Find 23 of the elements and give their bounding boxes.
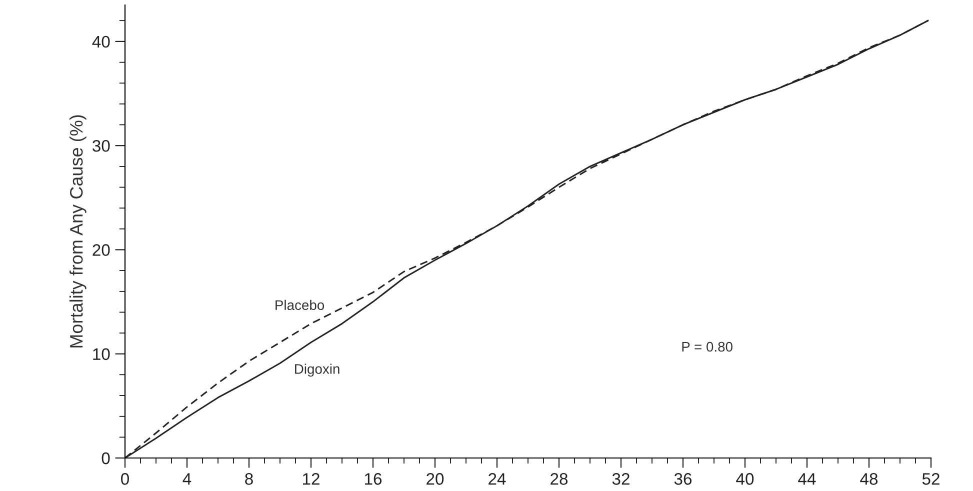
x-tick-label: 16: [365, 473, 382, 485]
x-tick-label: 36: [674, 473, 692, 485]
y-tick-label: 30: [92, 140, 110, 152]
series-label: Placebo: [276, 300, 324, 310]
y-tick-label: 40: [92, 36, 110, 48]
x-tick-label: 12: [303, 473, 320, 485]
y-tick-label: 20: [92, 244, 110, 256]
x-tick-label: 48: [860, 473, 878, 485]
annotation: P = 0.80: [682, 342, 732, 352]
x-tick-label: 8: [245, 473, 253, 485]
y-tick-label: 0: [102, 452, 110, 464]
x-tick-label: 28: [550, 473, 568, 485]
x-tick-label: 4: [182, 473, 192, 485]
x-tick-label: 32: [612, 473, 630, 485]
series-label: Digoxin: [295, 364, 340, 377]
y-axis-title: Mortality from Any Cause (%): [69, 115, 86, 348]
x-tick-label: 0: [121, 473, 129, 485]
x-tick-label: 20: [426, 473, 444, 485]
x-tick-label: 52: [922, 473, 940, 485]
x-tick-label: 40: [736, 473, 754, 485]
y-tick-label: 10: [93, 348, 110, 360]
x-tick-label: 24: [488, 473, 506, 485]
x-tick-label: 44: [798, 473, 816, 485]
